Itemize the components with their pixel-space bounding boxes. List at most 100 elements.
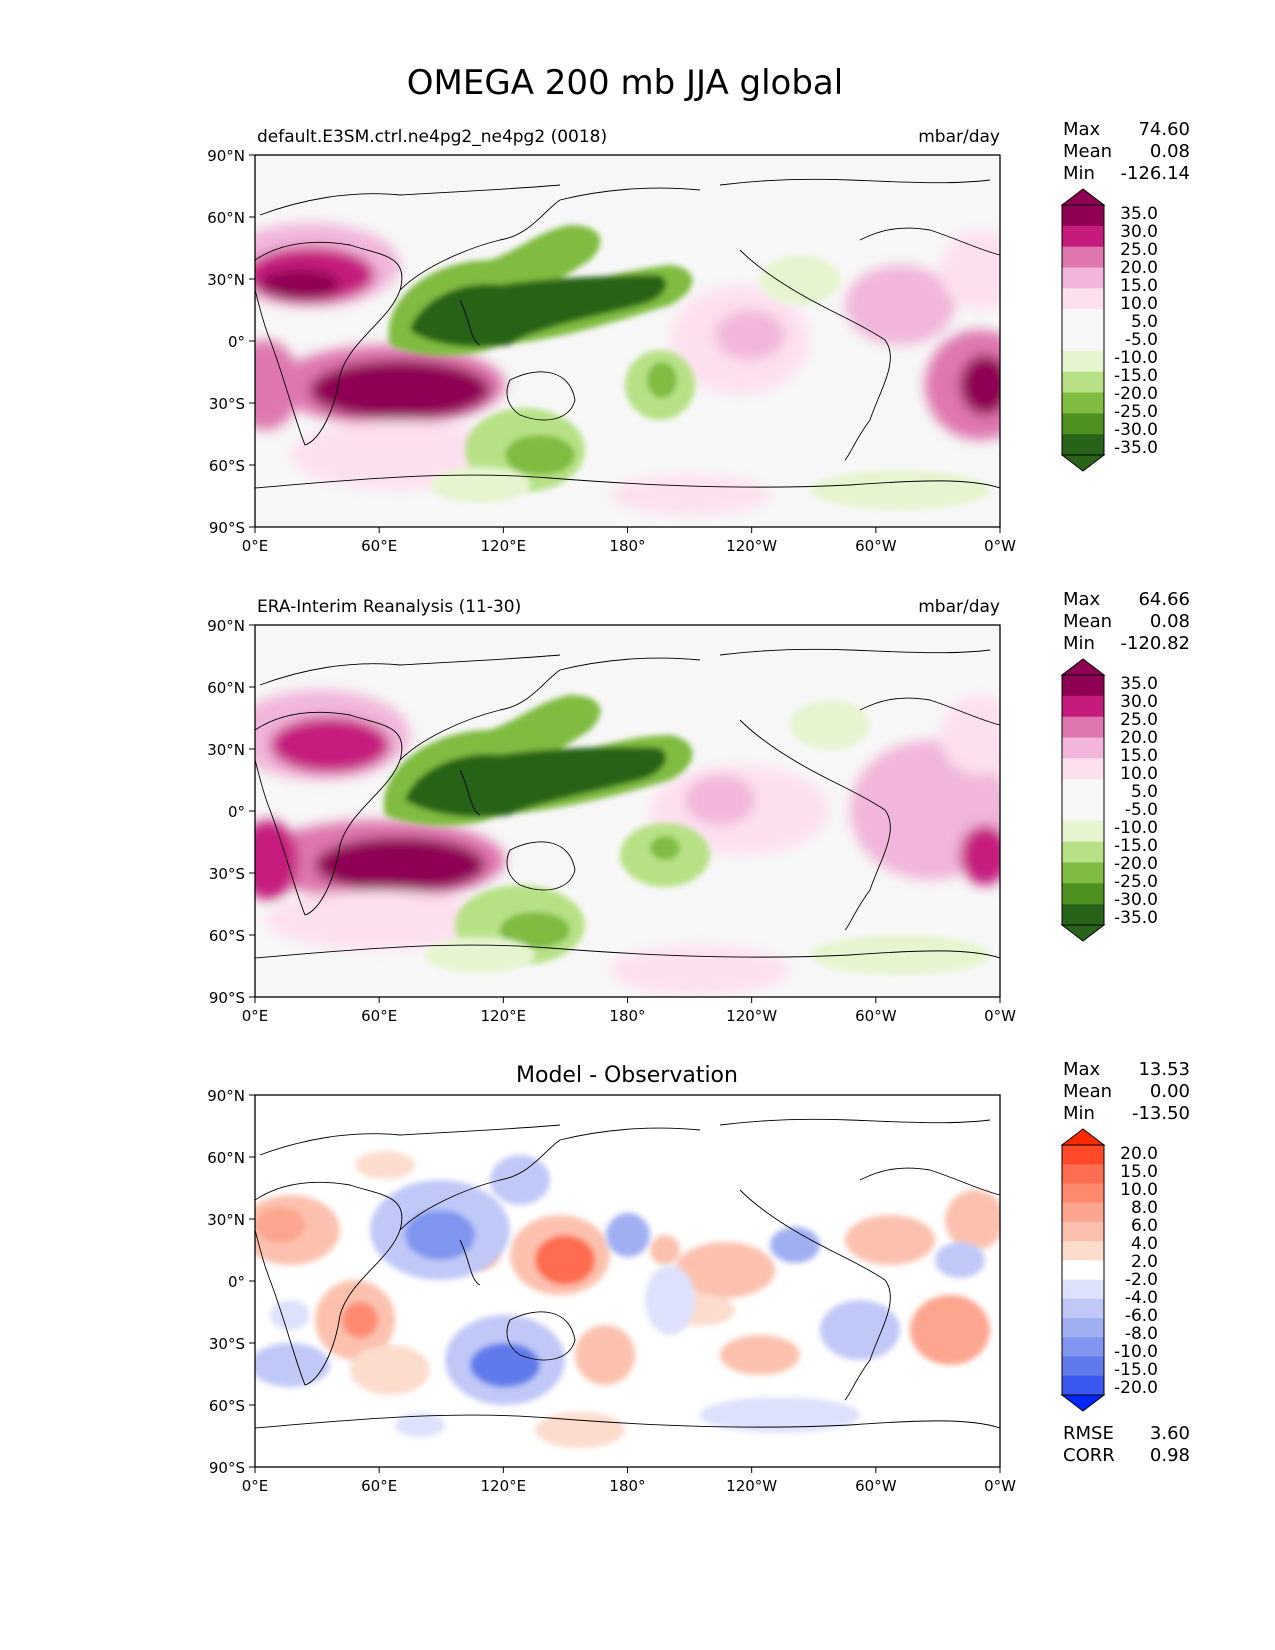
colorbar-segment [1062,820,1104,843]
colorbar-segment [1062,1375,1104,1396]
colorbar-tick-label: -25.0 [1114,402,1158,422]
lat-tick-label: 0° [228,1273,245,1291]
colorbar-segment [1062,1202,1104,1223]
colorbar-tick-label: 30.0 [1120,222,1158,242]
lat-tick-label: 90°S [209,989,245,1007]
stat-label: Min [1063,1103,1095,1124]
colorbar-tick-label: -4.0 [1125,1288,1158,1308]
lat-tick-label: 60°S [209,457,245,475]
colorbar-segment [1062,716,1104,738]
lon-tick-label: 60°W [855,537,897,555]
axes-and-colorbars: 90°N60°N30°N0°30°S60°S90°S0°E 60°E 120°E 18… [207,119,1190,1495]
colorbar-segment [1062,779,1104,801]
lat-tick-label: 90°N [207,1087,245,1105]
colorbar-extend-bottom [1060,454,1106,472]
lon-tick-label: 0°E [242,537,269,555]
colorbar-segment [1062,1221,1104,1242]
stat-value: 0.00 [1150,1081,1190,1102]
colorbar-frame [1061,1144,1105,1396]
colorbar-tick-label: -15.0 [1114,366,1158,386]
colorbar-segment [1062,267,1104,289]
lon-tick-label: 60°E [361,537,397,555]
colorbar-extend-top [1060,188,1106,206]
lat-tick-label: 30°S [209,1335,245,1353]
stat-label: Mean [1063,611,1112,632]
lat-tick-label: 90°S [209,1459,245,1477]
colorbar-segment [1062,883,1104,905]
colorbar-tick-label: 35.0 [1120,674,1158,694]
lat-tick-label: 60°S [209,927,245,945]
lon-tick-label: 60°W [855,1477,897,1495]
colorbar-segment [1062,675,1104,697]
colorbar-segment [1062,205,1104,227]
panel-reference: ERA-Interim Reanalysis (11-30) mbar/day [254,597,1001,998]
lon-tick-label: 180° [609,537,645,555]
colorbar-reference: 35.030.025.020.015.010.05.0-5.0-10.0-15.… [1060,658,1158,942]
lon-tick-label: 120°W [726,537,777,555]
colorbar-tick-label: -5.0 [1125,800,1158,820]
footer-label: RMSE [1063,1423,1114,1444]
colorbar-extend-top [1060,1128,1106,1146]
stat-label: Min [1063,633,1095,654]
footer-value: 0.98 [1150,1445,1190,1466]
contour-field [255,1151,1000,1448]
lon-tick-label: 60°W [855,1007,897,1025]
lon-tick-label: 0°W [984,1007,1016,1025]
lon-tick-label: 120°W [726,1477,777,1495]
map-background [255,1095,1000,1467]
colorbar-segment [1062,695,1104,718]
contour-field [255,223,1000,515]
colorbar-tick-label: 15.0 [1120,276,1158,296]
contour-field [255,690,1000,995]
colorbar-tick-label: -35.0 [1114,438,1158,458]
colorbar-tick-label: 10.0 [1120,1180,1158,1200]
lat-tick-label: 90°N [207,147,245,165]
colorbar-tick-label: 25.0 [1120,240,1158,260]
colorbar-segment [1062,309,1104,331]
colorbar-tick-label: -10.0 [1114,1342,1158,1362]
colorbar-segment [1062,800,1104,822]
stat-label: Max [1063,1059,1101,1080]
lon-tick-label: 60°E [361,1477,397,1495]
stat-label: Mean [1063,141,1112,162]
footer-label: CORR [1063,1445,1115,1466]
colorbar-frame [1061,674,1105,926]
lat-tick-label: 30°S [209,395,245,413]
colorbar-segment [1062,1356,1104,1377]
colorbar-segment [1062,392,1104,414]
lon-tick-label: 120°W [726,1007,777,1025]
colorbar-tick-label: -30.0 [1114,890,1158,910]
lat-tick-label: 30°N [207,741,245,759]
stat-label: Max [1063,119,1101,140]
colorbar-extend-top [1060,658,1106,676]
stat-value: 74.60 [1138,119,1190,140]
colorbar-tick-label: -5.0 [1125,330,1158,350]
colorbar-tick-label: -25.0 [1114,872,1158,892]
colorbar-segment [1062,1318,1104,1338]
colorbar-segment [1062,737,1104,759]
colorbar-tick-label: 30.0 [1120,692,1158,712]
panel-right-title: mbar/day [918,597,1000,617]
lon-tick-label: 180° [609,1007,645,1025]
colorbar-tick-label: -10.0 [1114,348,1158,368]
colorbar-diff: 20.015.010.08.06.04.02.0-2.0-4.0-6.0-8.0… [1060,1128,1158,1412]
panel-right-title: mbar/day [918,127,1000,147]
colorbar-frame [1061,204,1105,456]
lat-tick-label: 30°N [207,1211,245,1229]
colorbar-tick-label: 20.0 [1120,1144,1158,1164]
colorbar-extend-bottom [1060,1394,1106,1412]
lon-tick-label: 120°E [481,537,527,555]
coastlines [255,1118,1000,1429]
colorbar-test: 35.030.025.020.015.010.05.0-5.0-10.0-15.… [1060,188,1158,472]
colorbar-tick-label: -8.0 [1125,1324,1158,1344]
lon-tick-label: 120°E [481,1007,527,1025]
colorbar-segment [1062,1145,1104,1165]
colorbar-segment [1062,225,1104,248]
panel-axes-diff: 90°N 60°N 30°N 0° 30°S 60°S 90°S0°E 60°E 120°E 18… [207,1059,1190,1495]
colorbar-tick-label: 5.0 [1131,782,1158,802]
lon-tick-label: 0°E [242,1477,269,1495]
colorbar-extend-bottom [1060,924,1106,942]
colorbar-segment [1062,246,1104,268]
colorbar-segment [1062,1164,1104,1184]
